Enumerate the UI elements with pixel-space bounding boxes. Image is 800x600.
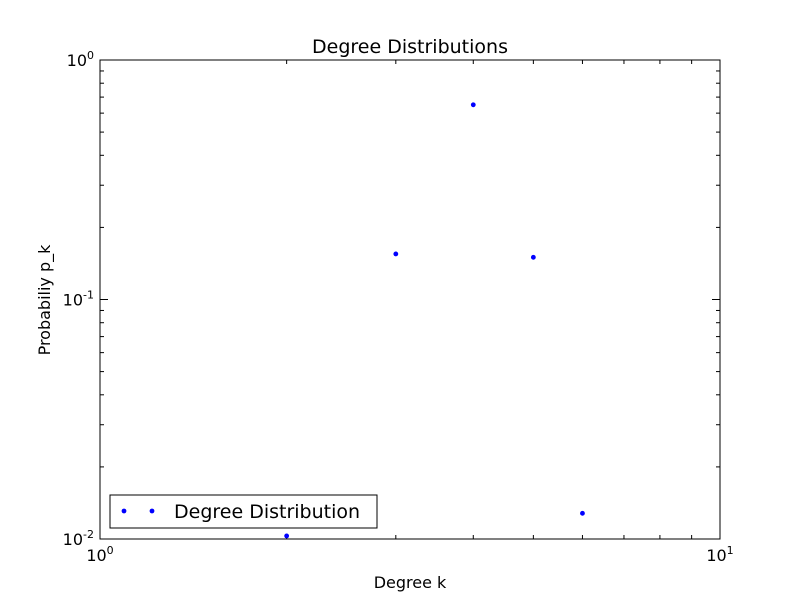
- legend: Degree Distribution: [109, 494, 378, 529]
- chart-title: Degree Distributions: [312, 36, 508, 58]
- x-tick-label: 101: [706, 544, 733, 565]
- data-point: [393, 251, 399, 257]
- legend-marker: [149, 508, 155, 514]
- legend-label: Degree Distribution: [174, 501, 360, 523]
- legend-marker: [121, 508, 127, 514]
- x-tick-label: 100: [86, 544, 113, 565]
- legend-box: [109, 494, 378, 529]
- plot-area: 100 101 10-2 10-1 100: [63, 49, 734, 565]
- data-point: [580, 510, 585, 516]
- y-axis-label: Probabiliy p_k: [35, 244, 55, 356]
- y-tick-label: 10-2: [63, 528, 94, 549]
- y-tick-label: 10-1: [63, 289, 94, 310]
- data-point: [530, 254, 536, 260]
- data-point: [284, 533, 290, 539]
- x-axis-label: Degree k: [374, 573, 447, 592]
- y-tick-label: 100: [67, 49, 94, 70]
- data-point: [470, 102, 476, 108]
